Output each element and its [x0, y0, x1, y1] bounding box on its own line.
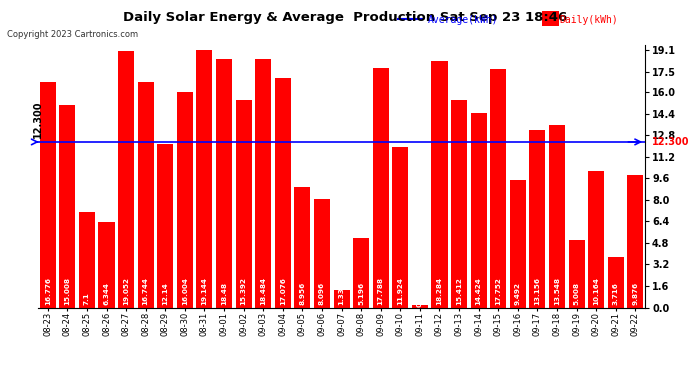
- Bar: [177, 92, 193, 308]
- Text: 18.284: 18.284: [437, 278, 442, 306]
- Text: 17.076: 17.076: [279, 278, 286, 306]
- Text: 9.876: 9.876: [632, 282, 638, 306]
- Text: 8.096: 8.096: [319, 282, 325, 306]
- Text: 15.008: 15.008: [64, 278, 70, 306]
- Bar: [275, 78, 290, 308]
- Bar: [40, 82, 56, 308]
- Bar: [529, 130, 546, 308]
- Bar: [393, 147, 408, 308]
- Bar: [79, 212, 95, 308]
- Text: 17.752: 17.752: [495, 278, 501, 306]
- Bar: [99, 222, 115, 308]
- Bar: [333, 290, 350, 308]
- Text: 12.300: 12.300: [33, 100, 43, 138]
- Bar: [412, 304, 428, 307]
- Text: 0.216: 0.216: [417, 284, 423, 307]
- Bar: [59, 105, 75, 308]
- Text: 7.1: 7.1: [84, 293, 90, 306]
- Text: 9.492: 9.492: [515, 282, 521, 306]
- Text: 19.052: 19.052: [123, 278, 129, 306]
- Bar: [373, 68, 388, 308]
- Text: 3.716: 3.716: [613, 283, 619, 306]
- Text: Daily(kWh): Daily(kWh): [559, 15, 618, 25]
- Text: Average(kWh): Average(kWh): [428, 15, 498, 25]
- Bar: [353, 237, 369, 308]
- Bar: [510, 180, 526, 308]
- Text: 18.48: 18.48: [221, 282, 227, 306]
- Bar: [118, 51, 134, 308]
- Bar: [137, 82, 154, 308]
- Bar: [197, 50, 213, 308]
- Text: 18.484: 18.484: [260, 278, 266, 306]
- Bar: [471, 113, 486, 308]
- Bar: [157, 144, 173, 308]
- Text: 6.344: 6.344: [104, 283, 110, 306]
- Bar: [216, 59, 232, 308]
- Text: 12.300: 12.300: [652, 137, 689, 147]
- Bar: [255, 58, 271, 308]
- Bar: [549, 125, 565, 308]
- Text: 10.164: 10.164: [593, 278, 599, 306]
- Text: 12.14: 12.14: [162, 283, 168, 306]
- Text: 16.744: 16.744: [143, 278, 148, 306]
- Bar: [588, 171, 604, 308]
- Bar: [295, 187, 310, 308]
- Text: 16.004: 16.004: [182, 278, 188, 306]
- Text: 5.008: 5.008: [573, 282, 580, 306]
- Text: 17.788: 17.788: [377, 278, 384, 306]
- Text: 16.776: 16.776: [45, 278, 51, 306]
- Text: Copyright 2023 Cartronics.com: Copyright 2023 Cartronics.com: [7, 30, 138, 39]
- Text: 11.924: 11.924: [397, 278, 404, 306]
- Bar: [235, 100, 252, 308]
- Bar: [451, 100, 467, 308]
- Text: 13.548: 13.548: [554, 278, 560, 306]
- Bar: [314, 198, 330, 308]
- Text: 15.412: 15.412: [456, 278, 462, 306]
- Text: 1.336: 1.336: [339, 283, 344, 306]
- Text: 14.424: 14.424: [475, 278, 482, 306]
- Text: 19.144: 19.144: [201, 278, 208, 306]
- Bar: [627, 174, 643, 308]
- Text: 13.156: 13.156: [535, 278, 540, 306]
- Bar: [608, 258, 624, 307]
- Bar: [569, 240, 584, 308]
- Bar: [431, 62, 448, 308]
- Text: 5.196: 5.196: [358, 282, 364, 306]
- Text: 15.392: 15.392: [241, 278, 246, 306]
- Text: Daily Solar Energy & Average  Production Sat Sep 23 18:46: Daily Solar Energy & Average Production …: [123, 11, 567, 24]
- Bar: [490, 69, 506, 308]
- Text: 8.956: 8.956: [299, 282, 306, 306]
